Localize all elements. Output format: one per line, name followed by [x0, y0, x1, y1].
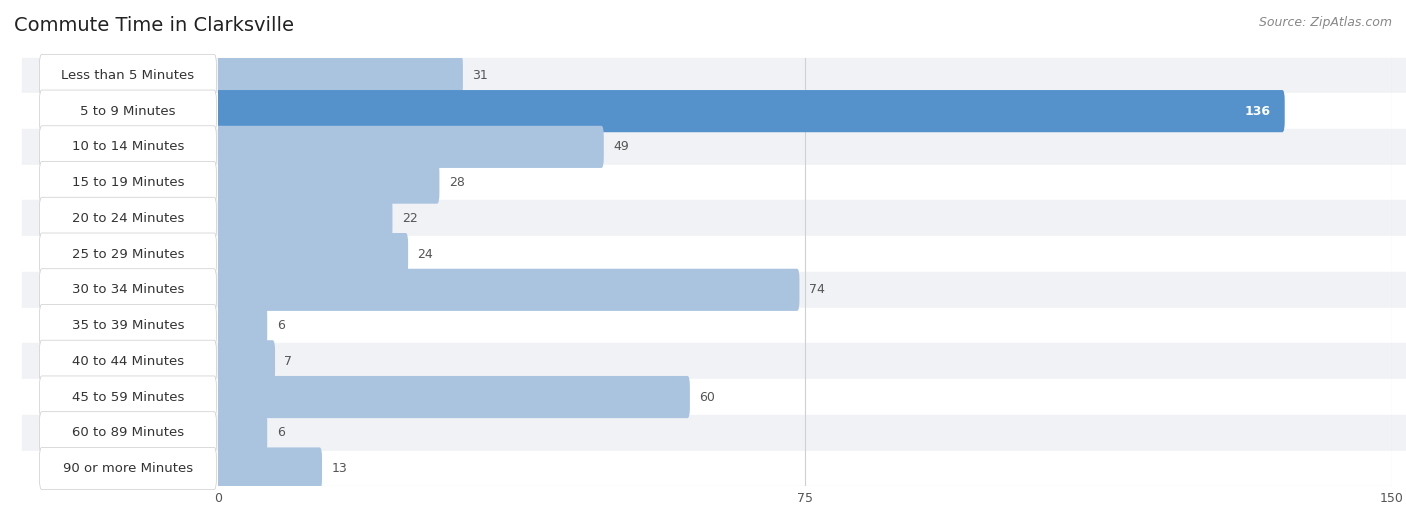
- Bar: [22, 236, 1406, 272]
- FancyBboxPatch shape: [39, 412, 217, 454]
- Text: 35 to 39 Minutes: 35 to 39 Minutes: [72, 319, 184, 332]
- Text: 25 to 29 Minutes: 25 to 29 Minutes: [72, 247, 184, 260]
- FancyBboxPatch shape: [39, 90, 217, 132]
- FancyBboxPatch shape: [215, 269, 800, 311]
- Text: 90 or more Minutes: 90 or more Minutes: [63, 462, 193, 475]
- FancyBboxPatch shape: [215, 304, 267, 347]
- Text: 40 to 44 Minutes: 40 to 44 Minutes: [72, 355, 184, 368]
- Text: 13: 13: [332, 462, 347, 475]
- Bar: [22, 415, 1406, 451]
- FancyBboxPatch shape: [215, 376, 690, 418]
- FancyBboxPatch shape: [39, 126, 217, 168]
- Bar: [22, 379, 1406, 415]
- FancyBboxPatch shape: [215, 340, 276, 382]
- Text: 30 to 34 Minutes: 30 to 34 Minutes: [72, 283, 184, 297]
- FancyBboxPatch shape: [215, 90, 1285, 132]
- Text: Less than 5 Minutes: Less than 5 Minutes: [62, 69, 194, 82]
- FancyBboxPatch shape: [39, 269, 217, 311]
- Text: Commute Time in Clarksville: Commute Time in Clarksville: [14, 16, 294, 35]
- Bar: [22, 308, 1406, 344]
- Bar: [22, 165, 1406, 200]
- Text: 60: 60: [699, 391, 716, 404]
- Text: 10 to 14 Minutes: 10 to 14 Minutes: [72, 140, 184, 153]
- FancyBboxPatch shape: [39, 197, 217, 240]
- Text: Source: ZipAtlas.com: Source: ZipAtlas.com: [1258, 16, 1392, 29]
- FancyBboxPatch shape: [39, 233, 217, 275]
- Text: 20 to 24 Minutes: 20 to 24 Minutes: [72, 212, 184, 225]
- Text: 22: 22: [402, 212, 418, 225]
- FancyBboxPatch shape: [215, 448, 322, 490]
- Text: 45 to 59 Minutes: 45 to 59 Minutes: [72, 391, 184, 404]
- Text: 6: 6: [277, 426, 284, 439]
- Text: 7: 7: [284, 355, 292, 368]
- Bar: [22, 200, 1406, 236]
- FancyBboxPatch shape: [39, 448, 217, 490]
- FancyBboxPatch shape: [39, 54, 217, 96]
- Bar: [22, 451, 1406, 486]
- FancyBboxPatch shape: [215, 54, 463, 96]
- FancyBboxPatch shape: [215, 197, 392, 240]
- Text: 136: 136: [1244, 105, 1271, 118]
- Text: 24: 24: [418, 247, 433, 260]
- Text: 31: 31: [472, 69, 488, 82]
- Text: 74: 74: [808, 283, 825, 297]
- Bar: [22, 93, 1406, 129]
- Text: 49: 49: [613, 140, 628, 153]
- Text: 60 to 89 Minutes: 60 to 89 Minutes: [72, 426, 184, 439]
- Text: 5 to 9 Minutes: 5 to 9 Minutes: [80, 105, 176, 118]
- Bar: [22, 344, 1406, 379]
- Bar: [22, 58, 1406, 93]
- FancyBboxPatch shape: [215, 126, 603, 168]
- Text: 6: 6: [277, 319, 284, 332]
- Text: 15 to 19 Minutes: 15 to 19 Minutes: [72, 176, 184, 189]
- FancyBboxPatch shape: [39, 304, 217, 347]
- FancyBboxPatch shape: [215, 233, 408, 275]
- FancyBboxPatch shape: [215, 412, 267, 454]
- FancyBboxPatch shape: [39, 162, 217, 203]
- Bar: [22, 272, 1406, 308]
- Text: 28: 28: [449, 176, 465, 189]
- Bar: [22, 129, 1406, 165]
- FancyBboxPatch shape: [39, 376, 217, 418]
- FancyBboxPatch shape: [39, 340, 217, 382]
- FancyBboxPatch shape: [215, 162, 440, 203]
